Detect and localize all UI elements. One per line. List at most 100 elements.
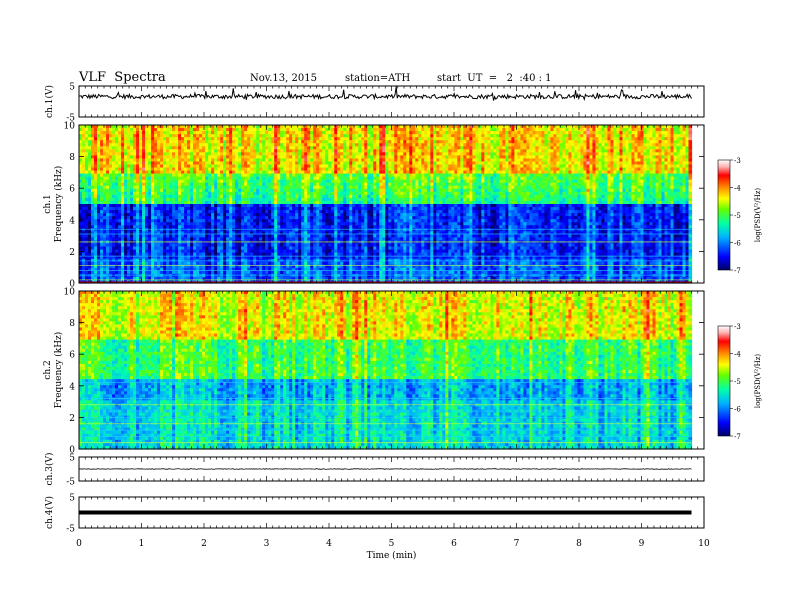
- ch1-spec-cell: [115, 137, 119, 141]
- ch1-spec-cell: [160, 134, 164, 138]
- ch1-spec-cell: [445, 152, 449, 156]
- ch1-spec-cell: [145, 152, 149, 156]
- ch1-spec-cell: [361, 134, 365, 138]
- ch1-spec-cell: [376, 149, 380, 153]
- ch1-spec-cell: [322, 149, 326, 153]
- ch1-spec-cell: [688, 128, 693, 132]
- ch1-spec-cell: [208, 146, 212, 150]
- ch1-spec-cell: [601, 146, 606, 150]
- ch1-spec-cell: [271, 131, 275, 135]
- ch1-spec-cell: [400, 149, 404, 153]
- ch1-spec-cell: [520, 146, 524, 150]
- ch1-spec-cell: [559, 131, 563, 135]
- ch1-spec-cell: [613, 125, 618, 129]
- ch1-spec-cell: [91, 143, 95, 147]
- ch1-spec-cell: [427, 149, 431, 153]
- ch1-spec-cell: [481, 143, 485, 147]
- ch1-spec-cell: [631, 131, 636, 135]
- ch1-spec-cell: [97, 131, 101, 135]
- ch1-spec-cell: [340, 128, 344, 132]
- ch1-spec-cell: [394, 149, 398, 153]
- ch1-spec-cell: [367, 125, 371, 129]
- ch1-spec-cell: [550, 152, 554, 156]
- ch1-spec-cell: [595, 146, 600, 150]
- ch1-spec-cell: [523, 143, 527, 147]
- ch1-spec-cell: [385, 146, 389, 150]
- ch1-spec-cell: [139, 155, 143, 160]
- ch1-spec-cell: [688, 140, 693, 144]
- ch1-spec-cell: [529, 125, 533, 129]
- ch1-spec-cell: [451, 134, 455, 138]
- ch1-spec-cell: [163, 155, 167, 160]
- ch1-spec-cell: [499, 149, 503, 153]
- ch1-spec-cell: [616, 125, 621, 129]
- ch1-spec-cell: [109, 143, 113, 147]
- ch1-spec-cell: [289, 131, 293, 135]
- ch1-spec-cell: [451, 125, 455, 129]
- ch1-spec-cell: [184, 137, 188, 141]
- ch1-spec-cell: [286, 125, 290, 129]
- ch1-spec-cell: [469, 134, 473, 138]
- ch1-spec-cell: [256, 134, 260, 138]
- ch1-spec-cell: [523, 128, 527, 132]
- ch1-spec-cell: [334, 143, 338, 147]
- ch1-spec-cell: [331, 143, 335, 147]
- ch1-spec-cell: [304, 134, 308, 138]
- ch1-spec-cell: [286, 137, 290, 141]
- ch1-spec-cell: [538, 143, 542, 147]
- ch1-spec-cell: [487, 143, 491, 147]
- ch1-spec-cell: [532, 134, 536, 138]
- ch1-spec-cell: [589, 128, 594, 132]
- ch1-spec-cell: [133, 155, 137, 160]
- ch1-spec-cell: [388, 146, 392, 150]
- ch1-spec-cell: [196, 137, 200, 141]
- ch1-spec-cell: [391, 134, 395, 138]
- ch1-spec-cell: [592, 134, 597, 138]
- ch1-spec-cell: [595, 131, 600, 135]
- ch1-spec-cell: [253, 146, 257, 150]
- ch1-spec-cell: [535, 137, 539, 141]
- ch1-spec-cell: [373, 140, 377, 144]
- ch1-spec-cell: [535, 143, 539, 147]
- ch1-spec-cell: [124, 134, 128, 138]
- ch1-spec-cell: [229, 125, 233, 129]
- ch1-spec-cell: [571, 143, 575, 147]
- ch1-spec-cell: [577, 131, 582, 135]
- ch1-spec-cell: [232, 152, 236, 156]
- ch1-spec-cell: [262, 152, 266, 156]
- ch1-spec-cell: [301, 125, 305, 129]
- ch1-spec-cell: [589, 131, 594, 135]
- ch1-spec-cell: [322, 146, 326, 150]
- ch1-spec-cell: [232, 128, 236, 132]
- ch1-spec-cell: [130, 125, 134, 129]
- ch1-spec-cell: [367, 152, 371, 156]
- ch1-spec-cell: [424, 125, 428, 129]
- ch1-spec-cell: [226, 155, 230, 160]
- ch1-spec-cell: [145, 131, 149, 135]
- ch1-spec-cell: [418, 131, 422, 135]
- ch1-spec-cell: [349, 149, 353, 153]
- ch1-spec-cell: [109, 125, 113, 129]
- ch1-spec-cell: [475, 140, 479, 144]
- ch1-spec-cell: [199, 134, 203, 138]
- ch1-spec-cell: [112, 140, 116, 144]
- ch1-spec-cell: [388, 134, 392, 138]
- ch1-spec-cell: [637, 128, 642, 132]
- ch1-spec-cell: [628, 134, 633, 138]
- ch1-spec-cell: [631, 128, 636, 132]
- ch1-spec-cell: [361, 137, 365, 141]
- ch1-spec-cell: [607, 125, 612, 129]
- ch1-spec-cell: [586, 128, 591, 132]
- ch1-spec-cell: [94, 140, 98, 144]
- ch1-spec-cell: [364, 143, 368, 147]
- ch1-spec-cell: [253, 137, 257, 141]
- ch1-spec-cell: [613, 128, 618, 132]
- ch1-spec-cell: [85, 149, 89, 153]
- ch1-spec-cell: [439, 128, 443, 132]
- ch1-spec-cell: [223, 125, 227, 129]
- ch1-spec-cell: [628, 131, 633, 135]
- ch1-spec-cell: [442, 137, 446, 141]
- ch1-spec-cell: [388, 137, 392, 141]
- ch1-spec-cell: [484, 146, 488, 150]
- ch1-spec-cell: [331, 146, 335, 150]
